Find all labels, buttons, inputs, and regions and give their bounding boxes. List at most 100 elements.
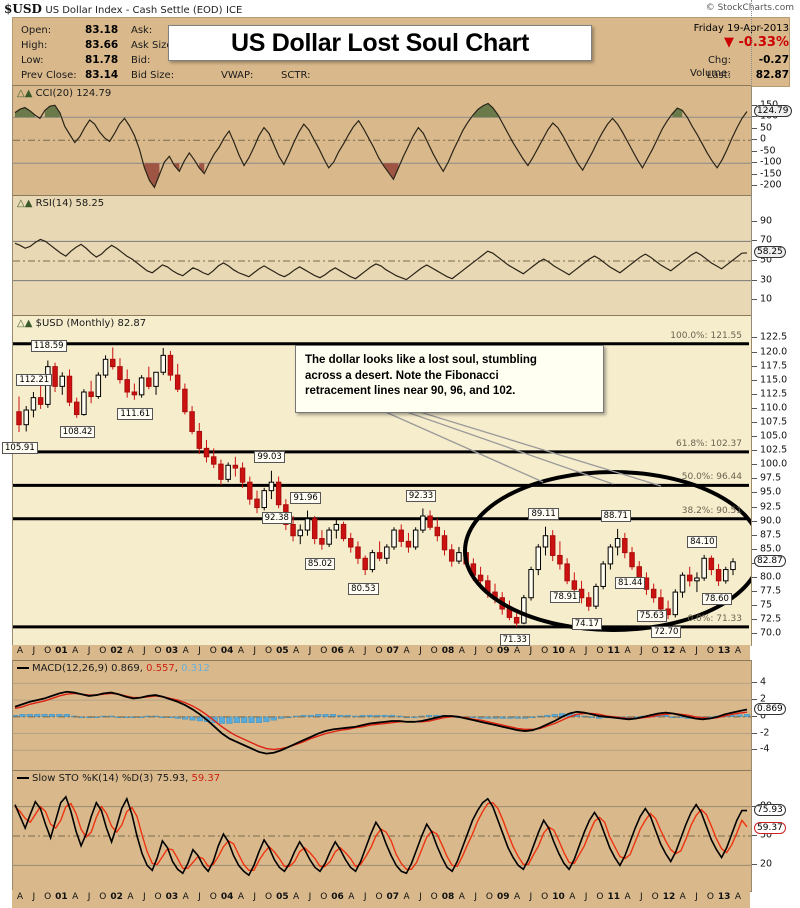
axis-tick-mark — [752, 715, 757, 717]
x-axis-month-label: J — [32, 646, 36, 656]
price-point-label: 78.60 — [701, 592, 732, 605]
annotation-callout: The dollar looks like a lost soul, stumb… — [295, 345, 604, 413]
macd-axis: 4 2 0 -2 -4 — [752, 660, 800, 770]
axis-tick-mark — [752, 464, 757, 466]
x-axis-year-label: 10 — [552, 892, 565, 902]
price-point-label: 85.02 — [304, 557, 336, 570]
axis-tick-mark — [752, 139, 757, 141]
prev-close-value: 83.14 — [85, 69, 119, 81]
x-axis-month-label: J — [198, 646, 201, 656]
axis-tick-mark — [752, 577, 757, 578]
axis-tick-label: -150 — [760, 168, 782, 180]
x-axis-month-label: A — [403, 646, 410, 656]
sctr-label: SCTR: — [281, 70, 311, 81]
axis-tick-mark — [752, 220, 757, 222]
axis-tick-label: 77.5 — [760, 585, 782, 597]
axis-tick-mark — [752, 492, 757, 494]
x-axis-month-label: A — [293, 892, 300, 902]
axis-tick-mark — [752, 407, 757, 409]
x-axis-month-label: O — [375, 646, 383, 656]
stockcharts-credit: © StockCharts.com — [705, 3, 794, 13]
x-axis-month-label: J — [419, 646, 422, 656]
cci-panel: △▲ CCI(20) 124.79 — [12, 85, 752, 196]
axis-tick-mark — [752, 436, 757, 438]
x-axis-month-label: O — [485, 892, 493, 902]
price-point-label: 92.38 — [261, 512, 292, 525]
x-axis-month-label: A — [16, 892, 24, 902]
price-point-label: 111.61 — [117, 407, 154, 420]
x-axis-month-label: A — [624, 646, 631, 656]
price-point-label: 78.91 — [550, 591, 581, 604]
axis-tick-mark — [752, 279, 757, 281]
x-axis-month-label: A — [237, 646, 245, 656]
x-axis-month-label: J — [695, 892, 698, 902]
x-axis-month-label: O — [706, 646, 714, 656]
axis-tick-mark — [752, 240, 757, 242]
x-axis-month-label: A — [624, 892, 631, 902]
axis-tick-mark — [752, 619, 757, 621]
axis-tick-mark — [752, 173, 757, 175]
x-axis-month-label: A — [679, 892, 686, 902]
indicator-icon: △▲ — [17, 88, 33, 99]
x-axis-year-label: 09 — [497, 892, 510, 902]
x-axis-month-label: J — [308, 646, 312, 656]
axis-tick-label: 85.0 — [760, 543, 782, 555]
cci-title: CCI(20) 124.79 — [35, 88, 112, 99]
x-axis-year-label: 02 — [110, 646, 123, 656]
x-axis-month-label: A — [348, 892, 355, 902]
x-axis-month-label: O — [99, 646, 107, 656]
price-point-label: 91.96 — [290, 491, 321, 504]
rsi-panel: △▲ RSI(14) 58.25 — [12, 195, 752, 316]
axis-tick-mark — [752, 548, 757, 550]
x-axis-month-label: J — [474, 892, 477, 902]
line-swatch-icon — [17, 667, 29, 669]
x-axis-month-label: A — [569, 892, 576, 902]
axis-rail — [751, 0, 752, 120]
x-axis-year-label: 09 — [497, 646, 510, 656]
percent-change: ▼ -0.33% — [723, 35, 789, 50]
x-axis-month-label: J — [308, 892, 312, 902]
x-axis-month-label: O — [651, 892, 659, 902]
axis-tick-label: 50 — [760, 829, 773, 841]
x-axis-month-label: O — [264, 646, 273, 656]
chg-value: -0.27 — [758, 54, 789, 66]
indicator-icon: △▲ — [17, 198, 33, 209]
axis-tick-label: 80.0 — [760, 571, 782, 583]
x-axis-year-label: 05 — [276, 646, 289, 656]
price-point-label: 88.71 — [600, 509, 631, 522]
x-axis-month-label: O — [706, 892, 714, 902]
x-axis-year-label: 03 — [165, 892, 179, 902]
x-axis-month-label: A — [348, 646, 355, 656]
x-axis-year-label: 07 — [386, 892, 400, 902]
axis-tick-label: 122.5 — [760, 331, 788, 343]
price-point-label: 80.53 — [348, 583, 379, 595]
x-axis-year-label: 04 — [220, 646, 234, 656]
axis-tick-label: 90 — [760, 215, 773, 227]
x-axis-month-label: O — [375, 892, 383, 902]
axis-tick-mark — [752, 605, 757, 607]
chart-title: US Dollar Lost Soul Chart — [230, 28, 530, 57]
macd-hist-value: 0.312 — [181, 663, 210, 674]
axis-tick-mark — [752, 699, 757, 701]
x-axis-month-label: O — [541, 892, 549, 902]
x-axis-month-label: J — [695, 646, 698, 656]
cci-axis: 150100500-50-100-150-200 — [752, 85, 800, 195]
axis-tick-label: 87.5 — [760, 529, 782, 541]
x-axis-month-label: O — [320, 646, 328, 656]
axis-tick-mark — [752, 351, 757, 353]
rsi-title: RSI(14) 58.25 — [35, 198, 105, 209]
macd-indicator: MACD(12,26,9) — [32, 663, 108, 674]
axis-tick-label: 75 — [760, 599, 773, 611]
price-point-label: 71.33 — [499, 633, 530, 646]
x-axis-month-label: A — [513, 646, 521, 656]
axis-tick-label: 50 — [760, 122, 773, 134]
x-axis-month-label: O — [596, 892, 604, 902]
axis-tick-mark — [752, 337, 757, 339]
axis-tick-label: 50 — [760, 254, 773, 266]
x-axis-month-label: A — [734, 646, 742, 656]
fib-level-label: 38.2%: 90.51 — [681, 505, 742, 516]
x-axis-year-label: 01 — [55, 646, 68, 656]
x-axis-month-label: A — [293, 646, 300, 656]
x-axis-month-label: O — [541, 646, 549, 656]
cci-plot — [13, 102, 751, 189]
